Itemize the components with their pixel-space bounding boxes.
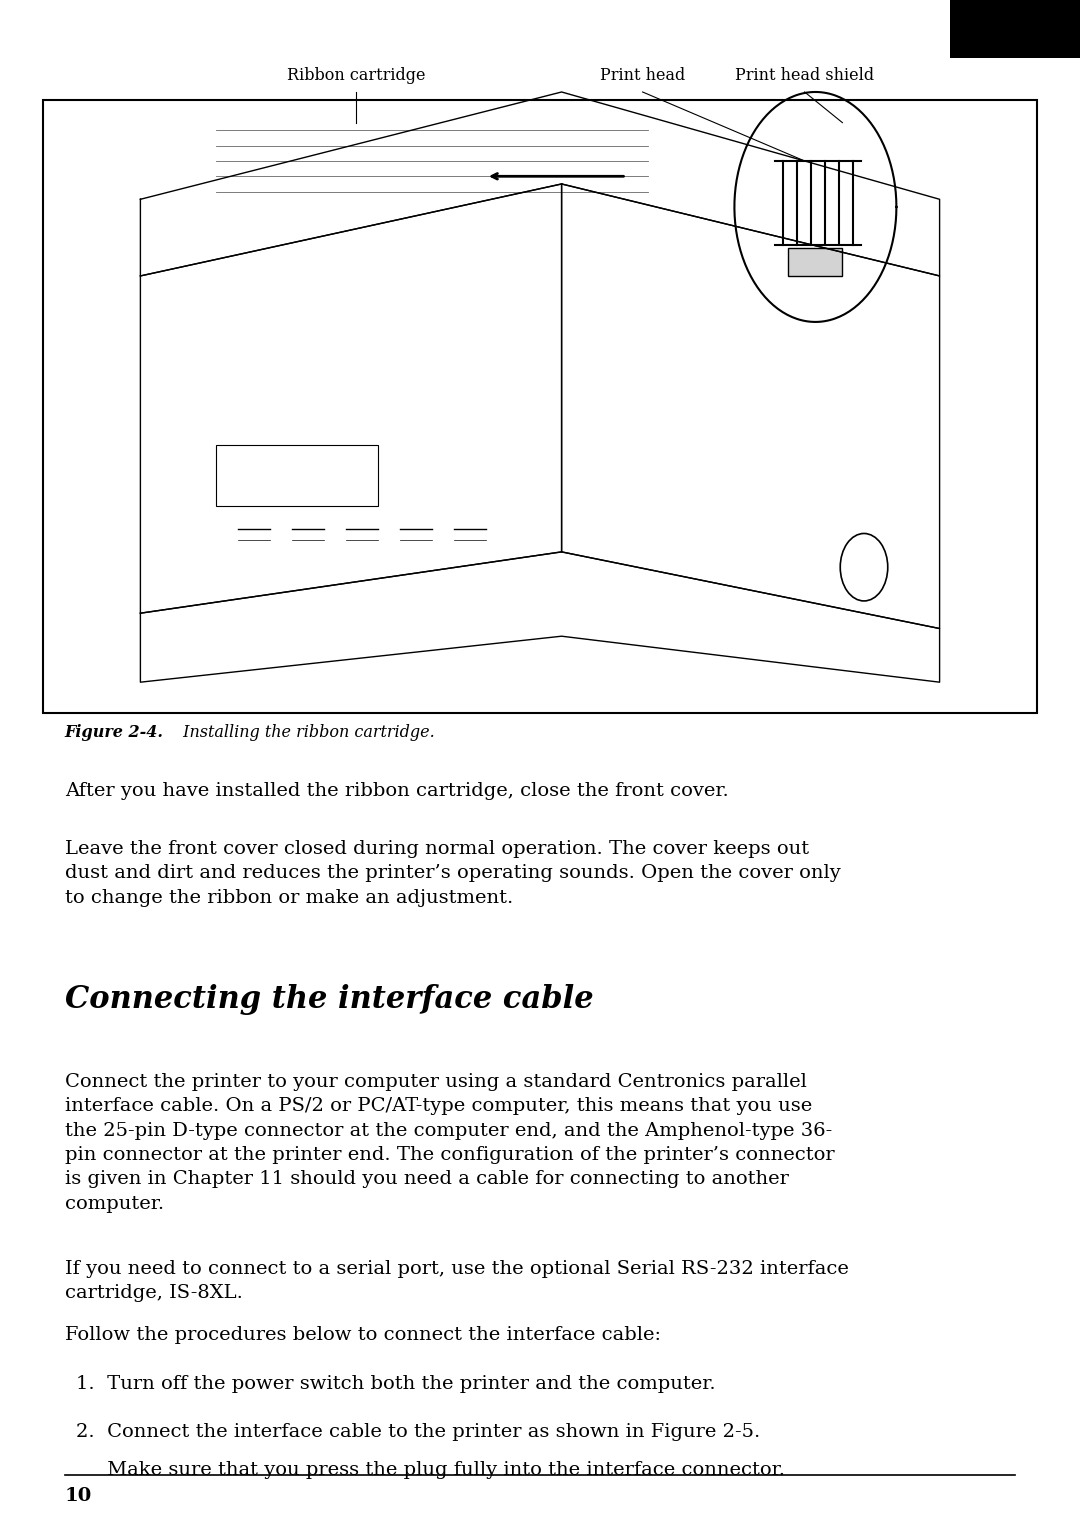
Text: Figure 2-4.: Figure 2-4. [65,724,164,740]
Text: Leave the front cover closed during normal operation. The cover keeps out
dust a: Leave the front cover closed during norm… [65,840,840,906]
Text: Connect the printer to your computer using a standard Centronics parallel
interf: Connect the printer to your computer usi… [65,1073,835,1213]
FancyBboxPatch shape [788,248,842,276]
Text: After you have installed the ribbon cartridge, close the front cover.: After you have installed the ribbon cart… [65,782,729,800]
FancyBboxPatch shape [43,100,1037,713]
Text: Installing the ribbon cartridge.: Installing the ribbon cartridge. [178,724,435,740]
Text: Make sure that you press the plug fully into the interface connector.: Make sure that you press the plug fully … [76,1461,784,1479]
Text: Ribbon cartridge: Ribbon cartridge [287,67,426,84]
Text: 1.  Turn off the power switch both the printer and the computer.: 1. Turn off the power switch both the pr… [76,1375,715,1393]
Text: Print head shield: Print head shield [735,67,874,84]
Text: 10: 10 [65,1487,92,1505]
FancyBboxPatch shape [216,445,378,506]
Text: If you need to connect to a serial port, use the optional Serial RS-232 interfac: If you need to connect to a serial port,… [65,1260,849,1303]
Text: Follow the procedures below to connect the interface cable:: Follow the procedures below to connect t… [65,1326,661,1344]
Text: Connecting the interface cable: Connecting the interface cable [65,984,593,1015]
Text: Print head: Print head [600,67,685,84]
Text: 2.  Connect the interface cable to the printer as shown in Figure 2-5.: 2. Connect the interface cable to the pr… [76,1423,760,1441]
Bar [950,0,1080,58]
